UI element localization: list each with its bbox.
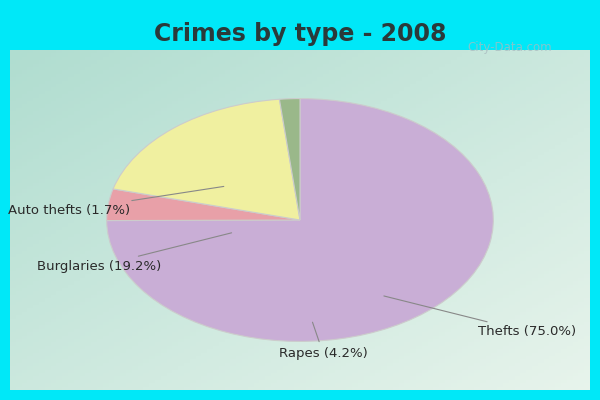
Wedge shape — [113, 99, 300, 220]
Text: Thefts (75.0%): Thefts (75.0%) — [384, 296, 576, 338]
Wedge shape — [107, 98, 493, 342]
Wedge shape — [280, 98, 300, 220]
Text: Crimes by type - 2008: Crimes by type - 2008 — [154, 22, 446, 46]
Wedge shape — [107, 189, 300, 220]
Text: Burglaries (19.2%): Burglaries (19.2%) — [37, 233, 232, 273]
Text: Rapes (4.2%): Rapes (4.2%) — [279, 322, 368, 360]
Text: City-Data.com: City-Data.com — [467, 42, 553, 54]
Text: Auto thefts (1.7%): Auto thefts (1.7%) — [8, 186, 224, 217]
